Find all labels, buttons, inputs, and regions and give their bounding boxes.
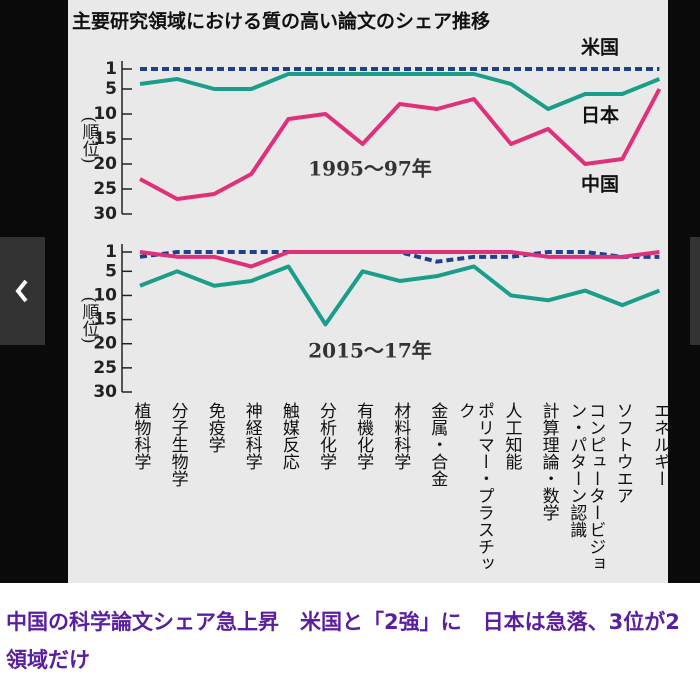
- y-axis-label: (順位): [79, 296, 100, 343]
- series-line: [139, 88, 662, 201]
- y-tick-label: 20: [93, 154, 117, 174]
- chart-image: [68, 0, 668, 583]
- chart: 主要研究領域における質の高い論文のシェア推移 151015202530(順位)1…: [0, 10, 700, 402]
- next-button[interactable]: [690, 237, 700, 345]
- y-tick-label: 1: [105, 59, 117, 79]
- y-tick-label: 20: [93, 334, 117, 354]
- x-tick-label: 分析化学: [316, 402, 336, 470]
- series-label: 日本: [581, 104, 619, 127]
- y-tick-label: 10: [93, 104, 117, 124]
- y-axis-label: (順位): [79, 116, 100, 163]
- y-tick-label: 30: [93, 204, 117, 224]
- y-tick-label: 15: [93, 310, 117, 330]
- x-tick-label: 分子生物学: [167, 402, 188, 487]
- y-tick-label: 25: [93, 179, 117, 199]
- y-tick-label: 30: [93, 382, 117, 402]
- x-tick-label: 神経科学: [241, 402, 262, 470]
- x-tick-label: 人工知能: [501, 402, 522, 470]
- series-label: 中国: [581, 173, 619, 196]
- chart-title: 主要研究領域における質の高い論文のシェア推移: [72, 10, 490, 33]
- x-tick-label: 触媒反応: [278, 402, 299, 470]
- prev-button[interactable]: [0, 237, 45, 345]
- subtitle: 2015～17年: [308, 339, 432, 363]
- series-line: [139, 250, 660, 264]
- x-tick-label: エネルギー: [649, 402, 670, 487]
- subtitle: 1995～97年: [308, 157, 432, 181]
- y-tick-label: 5: [105, 261, 117, 281]
- x-tick-label: 免疫学: [204, 402, 225, 453]
- y-tick-label: 15: [93, 129, 117, 149]
- x-tick-label: 植物科学: [130, 402, 151, 470]
- x-tick-label: 金属・合金: [427, 402, 448, 487]
- caption: 中国の科学論文シェア急上昇 米国と「2強」に 日本は急落、3位が2領域だけ: [6, 610, 680, 672]
- y-tick-label: 25: [93, 358, 117, 378]
- y-tick-label: 5: [105, 79, 117, 99]
- y-tick-label: 1: [105, 242, 117, 262]
- prev-icon: [15, 279, 28, 303]
- series-line: [139, 264, 661, 327]
- x-tick-label: ソフトウエア: [612, 402, 633, 504]
- x-tick-label: 材料科学: [390, 402, 411, 470]
- x-tick-label: 有機化学: [353, 402, 374, 470]
- series-label: 米国: [581, 36, 619, 59]
- series-line: [139, 72, 661, 111]
- x-tick-label: コンピュータービジョン・パターン認識: [566, 402, 606, 572]
- x-tick-label: 計算理論・数学: [538, 402, 559, 521]
- series-line: [139, 250, 660, 269]
- y-tick-label: 10: [93, 285, 117, 305]
- x-tick-label: ポリマー・プラスチック: [454, 402, 494, 572]
